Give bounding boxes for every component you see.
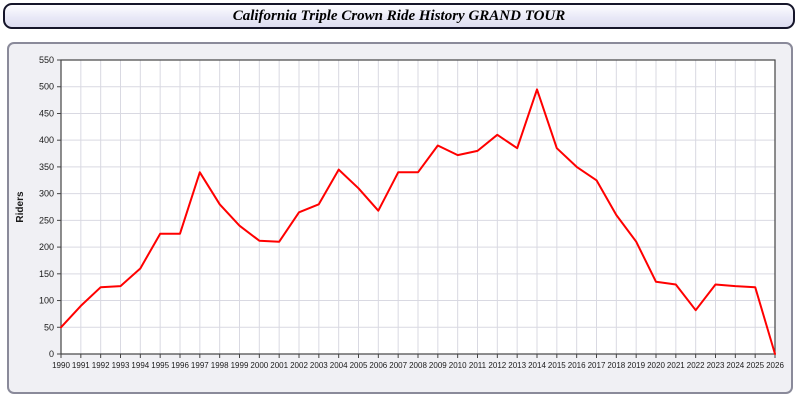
y-axis-title: Riders xyxy=(15,191,26,223)
y-tick-label: 300 xyxy=(39,189,54,199)
x-tick-label: 2017 xyxy=(588,361,606,370)
x-tick-label: 1993 xyxy=(112,361,130,370)
y-tick-label: 550 xyxy=(39,55,54,65)
x-tick-label: 1990 xyxy=(52,361,70,370)
x-tick-label: 1997 xyxy=(191,361,209,370)
x-tick-label: 1999 xyxy=(231,361,249,370)
x-tick-label: 2020 xyxy=(647,361,665,370)
x-tick-label: 2006 xyxy=(369,361,387,370)
x-tick-label: 2007 xyxy=(389,361,407,370)
y-tick-label: 100 xyxy=(39,296,54,306)
riders-series-line xyxy=(60,88,776,355)
y-tick-label: 450 xyxy=(39,108,54,118)
y-tick-label: 500 xyxy=(39,82,54,92)
x-tick-label: 1998 xyxy=(211,361,229,370)
x-tick-label: 1994 xyxy=(131,361,149,370)
page-title: California Triple Crown Ride History GRA… xyxy=(232,7,566,24)
x-tick-label: 2014 xyxy=(528,361,546,370)
x-tick-label: 2003 xyxy=(310,361,328,370)
x-tick-label: 1996 xyxy=(171,361,189,370)
y-tick-label: 400 xyxy=(39,135,54,145)
x-tick-label: 1991 xyxy=(72,361,90,370)
x-tick-label: 2001 xyxy=(270,361,288,370)
x-tick-label: 2005 xyxy=(350,361,368,370)
x-tick-label: 2002 xyxy=(290,361,308,370)
x-tick-label: 2012 xyxy=(488,361,506,370)
x-tick-label: 2015 xyxy=(548,361,566,370)
x-tick-label: 2010 xyxy=(449,361,467,370)
x-tick-label: 2024 xyxy=(726,361,744,370)
x-tick-label: 2004 xyxy=(330,361,348,370)
x-tick-label: 2022 xyxy=(687,361,705,370)
x-tick-label: 2016 xyxy=(568,361,586,370)
chart-panel: 0 50 100 150 200 250 300 350 400 450 500 550 1990 199… xyxy=(7,42,793,394)
x-tick-label: 2021 xyxy=(667,361,685,370)
x-tick-label: 2011 xyxy=(469,361,487,370)
chart-title-bar: California Triple Crown Ride History GRA… xyxy=(3,3,795,29)
x-tick-label: 2000 xyxy=(250,361,268,370)
x-tick-label: 2018 xyxy=(607,361,625,370)
y-tick-label: 0 xyxy=(49,349,54,359)
x-tick-label: 2019 xyxy=(627,361,645,370)
x-tick-label: 2023 xyxy=(707,361,725,370)
y-tick-label: 250 xyxy=(39,215,54,225)
y-tick-label: 200 xyxy=(39,242,54,252)
x-tick-label: 2013 xyxy=(508,361,526,370)
x-tick-label: 1995 xyxy=(151,361,169,370)
x-tick-label: 1992 xyxy=(92,361,110,370)
y-tick-label: 50 xyxy=(44,322,54,332)
x-tick-label: 2026 xyxy=(766,361,784,370)
x-tick-label: 2008 xyxy=(409,361,427,370)
x-tick-label: 2025 xyxy=(746,361,764,370)
y-tick-label: 350 xyxy=(39,162,54,172)
y-tick-label: 150 xyxy=(39,269,54,279)
x-tick-label: 2009 xyxy=(429,361,447,370)
